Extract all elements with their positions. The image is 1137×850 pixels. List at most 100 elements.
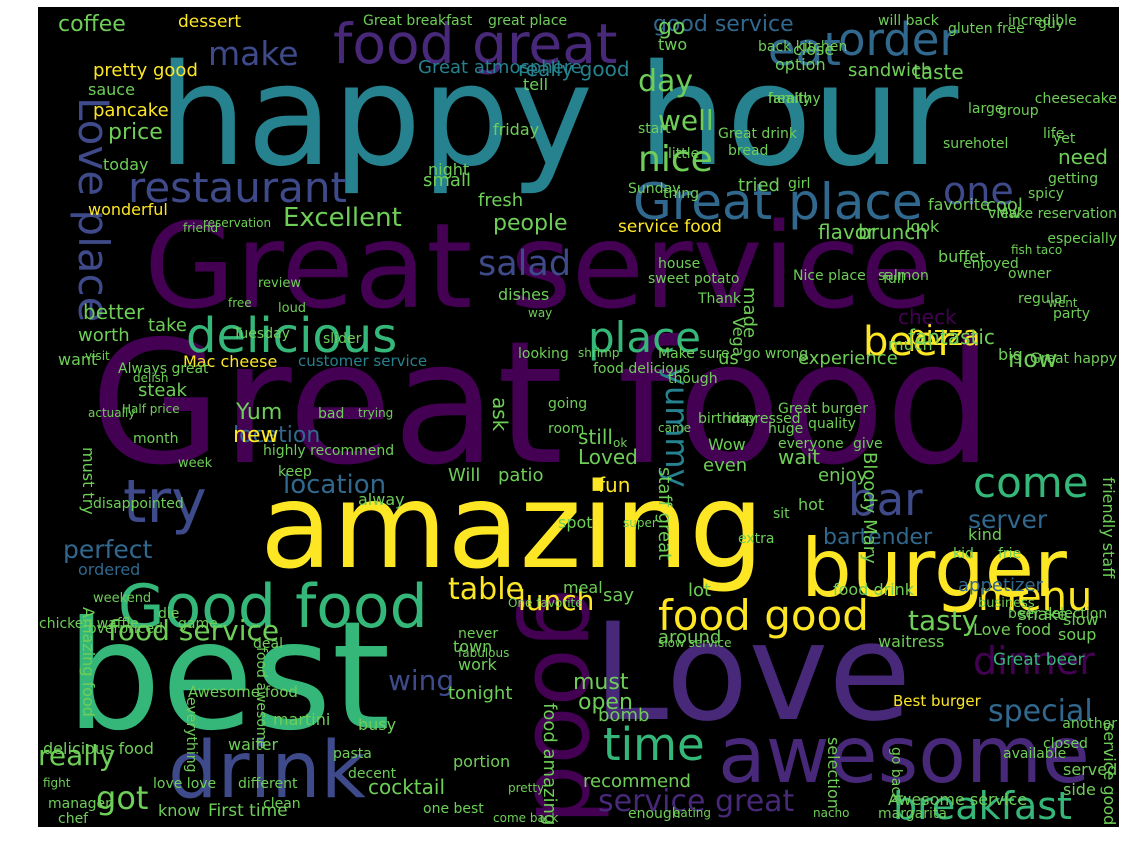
word-sweet-potato: sweet potato [648, 271, 740, 287]
word-food-delicious: food delicious [593, 361, 690, 377]
word-meal: meal [563, 578, 603, 597]
word-give: give [853, 436, 883, 452]
word-especially: especially [1047, 231, 1117, 247]
word-brunch: brunch [858, 220, 928, 244]
word-really-good: really good [518, 57, 630, 81]
word-go-back: go back [888, 747, 905, 803]
word-coffee: coffee [58, 12, 126, 37]
word-portion: portion [453, 752, 511, 771]
word-birthday: birthday [698, 411, 757, 427]
word-dessert: dessert [178, 12, 242, 32]
word-buffet: buffet [938, 247, 986, 266]
word-much: much [888, 335, 933, 354]
word-great-place: great place [488, 13, 568, 29]
word-enjoy: enjoy [818, 465, 868, 486]
word-breakfast: breakfast [893, 784, 1072, 827]
word-ok: ok [613, 436, 628, 450]
word-game: game [178, 616, 218, 632]
word-recommend: recommend [583, 771, 691, 792]
word-manager: manager [48, 796, 111, 812]
word-slow-service: slow service [658, 636, 732, 650]
word-us: us [718, 348, 739, 369]
word-great-burger: Great burger [778, 401, 868, 417]
word-little: little [668, 146, 700, 162]
word-tuesday: Tuesday [233, 326, 290, 342]
word-spicy: spicy [1028, 186, 1065, 202]
word-order: order [838, 13, 958, 66]
word-visit: visit [85, 349, 110, 363]
word-food-great: food great [333, 12, 618, 76]
word-went: went [1048, 296, 1078, 310]
word-way: way [528, 306, 553, 320]
word-life: life [1043, 126, 1065, 142]
word-week: week [178, 456, 213, 471]
word-waitress: waitress [878, 632, 945, 651]
word-never: never [458, 626, 499, 642]
word-sit: sit [773, 506, 790, 522]
word-great-service: Great service [144, 197, 933, 335]
word-spot: spot [558, 513, 593, 532]
word-service-good: service good [1100, 722, 1119, 825]
word-loved: Loved [578, 445, 638, 469]
word-close: close [793, 40, 835, 59]
word-available: available [1003, 746, 1067, 762]
word-around: around [658, 627, 722, 648]
word-gluten-free: gluten free [948, 21, 1025, 37]
word-service-food: service food [618, 217, 722, 237]
word-sunday: Sunday [628, 181, 681, 197]
word-fantastic: fantastic [908, 325, 995, 349]
word-amazing: amazing [260, 457, 764, 595]
word-delish: delish [133, 371, 169, 385]
word-come: come [973, 458, 1089, 507]
word-work: work [458, 655, 497, 674]
word-go: go [658, 15, 686, 40]
word-try: try [123, 467, 207, 537]
word-trying: trying [358, 406, 394, 420]
word-food-good: food good [658, 591, 869, 640]
word-always-great: Always great [118, 361, 209, 377]
word-love: Love [593, 594, 912, 751]
word-awesome: awesome [718, 711, 1090, 801]
word-mac-cheese: Mac cheese [183, 352, 278, 371]
word-new: new [233, 423, 279, 448]
word-need: need [1058, 145, 1108, 169]
word-waiter: waiter [228, 735, 279, 754]
word-still: still [578, 425, 613, 449]
word-good-food: Good food [118, 572, 428, 642]
word-food-amazing: food amazing [538, 702, 560, 825]
word-day: day [638, 64, 694, 99]
word-chef: chef [58, 811, 89, 827]
word-fight: fight [43, 776, 71, 790]
word-getting: getting [1048, 171, 1099, 187]
word-cheesecake: cheesecake [1034, 91, 1117, 107]
word-business: business [978, 596, 1035, 611]
word-going: going [548, 396, 588, 412]
word-favorite: favorite [928, 195, 990, 214]
word-place: place [588, 313, 701, 362]
word-slow: slow [1063, 610, 1099, 629]
word-busy: busy [358, 715, 397, 734]
word-service-great: service great [598, 784, 795, 819]
word-back-kitchen: back kitchen [758, 39, 848, 55]
word-guy: guy [1038, 16, 1065, 32]
word-price: price [108, 120, 163, 145]
word-ordered: ordered [78, 560, 141, 579]
word-awesome-food: Awesome food [188, 683, 298, 701]
word-happy-hour: happy hour [158, 35, 959, 198]
word-great-breakfast: Great breakfast [363, 13, 473, 29]
word-quality: quality [808, 416, 856, 432]
word-extra: extra [738, 531, 775, 547]
word-hot: hot [798, 495, 825, 514]
word-cool: cool [986, 195, 1023, 216]
word-come-back: come back [493, 811, 559, 825]
word-appetizer: appetizer [958, 575, 1043, 596]
word-fish-taco: fish taco [1011, 243, 1063, 257]
word-got: got [96, 779, 149, 817]
word-better: better [83, 300, 145, 324]
word-great-place: Great place [633, 173, 923, 231]
word-small: small [423, 170, 471, 191]
word-pasta: pasta [333, 746, 372, 762]
word-pretty: pretty [508, 781, 545, 795]
word-sauce: sauce [88, 80, 135, 99]
word-great-happy: Great happy [1030, 351, 1117, 367]
